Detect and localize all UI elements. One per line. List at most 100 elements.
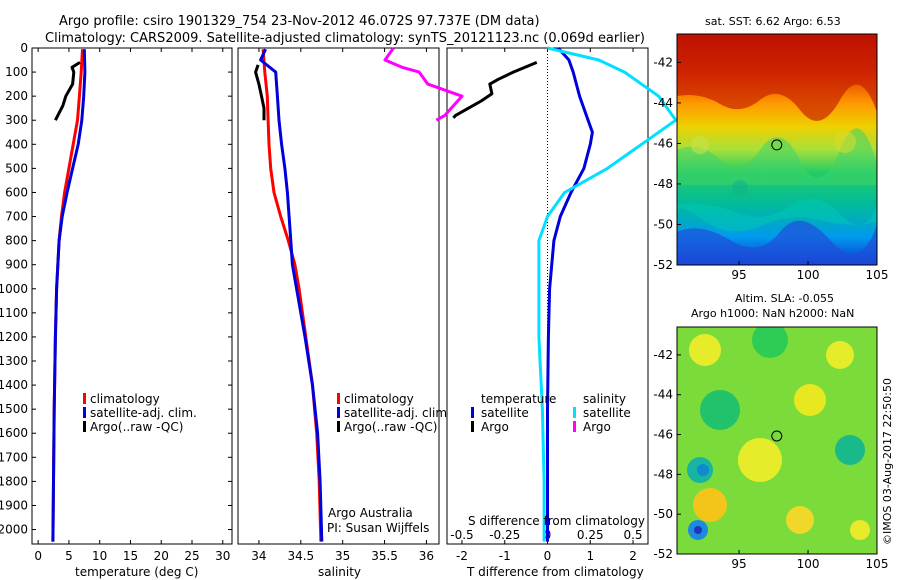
depth-tick-label: 300	[5, 113, 28, 127]
sst-map-tick-labels: 95 100 105 -42 -44 -46 -48 -50 -52	[653, 55, 888, 282]
depth-tick-label: 1500	[0, 402, 28, 416]
map-y-tick-label: -52	[653, 258, 673, 272]
map-x-tick-label: 100	[797, 268, 820, 282]
x-tick-label: 35	[335, 549, 350, 563]
sst-map-frame	[676, 33, 878, 266]
s-diff-tick-label: 0.5	[623, 528, 642, 542]
series-line-argo-raw-qc-	[254, 64, 266, 121]
difference-series	[383, 46, 678, 542]
legend-label-s-satellite: satellite	[583, 406, 631, 420]
legend-label-climatology: climatology	[90, 392, 160, 406]
temperature-tick-labels: 0 5 10 15 20 25 30	[34, 48, 230, 563]
depth-tick-label: 1600	[0, 426, 28, 440]
x-tick-label: 30	[215, 549, 230, 563]
figure-title-line1: Argo profile: csiro 1901329_754 23-Nov-2…	[59, 14, 540, 29]
map-x-tick-label: 95	[731, 557, 746, 571]
series-line-satellite-adj-clim-	[51, 49, 87, 542]
salinity-series	[254, 48, 324, 542]
x-tick-label: 34.5	[287, 549, 314, 563]
s-diff-tick-label: -0.5	[450, 528, 473, 542]
pi-annotation: PI: Susan Wijffels	[327, 521, 429, 535]
map-y-tick-label: -50	[653, 217, 673, 231]
map-y-tick-label: -42	[653, 55, 673, 69]
difference-tick-labels: -2 -1 0 1 2-0.5 -0.25 0 0.25 0.5	[450, 48, 643, 563]
legend-swatch-t-satellite	[471, 407, 474, 418]
legend-label-argo: Argo(..raw -QC)	[344, 420, 437, 434]
salinity-axes-frame	[237, 47, 440, 545]
map-y-tick-label: -42	[653, 348, 673, 362]
legend-swatch-satellite-adj	[83, 407, 86, 418]
sst-map-panel: sat. SST: 6.62 Argo: 6.53 95 100 105 -42 -44…	[653, 15, 888, 282]
difference-panel: -2 -1 0 1 2-0.5 -0.25 0 0.25 0.5 S difference fr…	[383, 46, 678, 579]
depth-tick-label: 1700	[0, 450, 28, 464]
depth-tick-label: 1000	[0, 282, 28, 296]
map-y-tick-label: -50	[653, 507, 673, 521]
s-diff-tick-label: 0.25	[577, 528, 604, 542]
operator-annotation: Argo Australia	[328, 506, 413, 520]
legend-label-satellite-adj: satellite-adj. clim.	[344, 406, 451, 420]
temperature-axes-frame	[31, 47, 233, 545]
series-line-argo-raw-qc-	[54, 61, 81, 121]
temperature-xlabel: temperature (deg C)	[75, 565, 198, 579]
legend-label-satellite-adj: satellite-adj. clim.	[90, 406, 197, 420]
figure-title-line2: Climatology: CARS2009. Satellite-adjuste…	[45, 31, 645, 46]
depth-tick-label: 600	[5, 185, 28, 199]
sla-map-panel: Altim. SLA: -0.055 Argo h1000: NaN h2000…	[653, 292, 888, 571]
map-y-tick-label: -52	[653, 547, 673, 561]
depth-tick-label: 1800	[0, 474, 28, 488]
x-tick-label: 20	[154, 549, 169, 563]
x-tick-label: 36	[419, 549, 434, 563]
x-tick-label: -2	[456, 549, 468, 563]
x-tick-label: 0	[544, 549, 552, 563]
map-x-tick-label: 100	[797, 557, 820, 571]
legend-swatch-climatology	[83, 393, 86, 404]
map-y-tick-label: -48	[653, 177, 673, 191]
legend-swatch-s-argo	[573, 421, 576, 432]
depth-tick-label: 0	[20, 41, 28, 55]
depth-tick-label: 200	[5, 89, 28, 103]
sla-map-title-line2: Argo h1000: NaN h2000: NaN	[691, 307, 854, 320]
x-tick-label: 15	[123, 549, 138, 563]
sla-colour-field	[677, 327, 877, 554]
x-tick-label: 25	[184, 549, 199, 563]
imos-credit: ©IMOS 03-Aug-2017 22:50:50	[881, 378, 894, 545]
map-x-tick-label: 105	[866, 557, 889, 571]
legend-label-s-argo: Argo	[583, 420, 611, 434]
argo-location-marker	[771, 430, 783, 442]
legend-swatch-argo	[337, 421, 340, 432]
series-line-salinity-satellite	[537, 46, 678, 542]
salinity-tick-labels: 34 34.5 35 35.5 36	[251, 48, 434, 563]
series-line-temperature-satellite	[546, 47, 594, 542]
x-tick-label: 5	[65, 549, 73, 563]
sla-map-title-line1: Altim. SLA: -0.055	[735, 292, 834, 305]
x-tick-label: 0	[34, 549, 42, 563]
salinity-legend: climatology satellite-adj. clim. Argo(..…	[337, 392, 451, 434]
sla-map-tick-labels: 95 100 105 -42 -44 -46 -48 -50 -52	[653, 348, 888, 571]
temperature-legend: climatology satellite-adj. clim. Argo(..…	[83, 392, 197, 434]
temperature-series	[51, 49, 87, 542]
x-tick-label: 2	[629, 549, 637, 563]
series-line-satellite-adj-clim-	[259, 48, 324, 542]
map-x-tick-label: 95	[731, 268, 746, 282]
series-line-temperature-argo	[452, 61, 538, 119]
legend-label-t-satellite: satellite	[481, 406, 529, 420]
legend-label-argo: Argo(..raw -QC)	[90, 420, 183, 434]
depth-tick-label: 900	[5, 258, 28, 272]
legend-swatch-satellite-adj	[337, 407, 340, 418]
map-y-tick-label: -44	[653, 388, 673, 402]
x-tick-label: 34	[251, 549, 266, 563]
legend-swatch-argo	[83, 421, 86, 432]
map-y-tick-label: -46	[653, 428, 673, 442]
depth-tick-label: 500	[5, 161, 28, 175]
legend-label-climatology: climatology	[344, 392, 414, 406]
x-tick-label: 10	[92, 549, 107, 563]
legend-title-temperature: temperature	[481, 392, 556, 406]
depth-tick-label: 1400	[0, 378, 28, 392]
salinity-xlabel: salinity	[318, 565, 361, 579]
legend-swatch-t-argo	[471, 421, 474, 432]
argo-location-marker	[771, 139, 783, 151]
depth-tick-label: 1100	[0, 306, 28, 320]
series-line-salinity-argo	[383, 47, 464, 122]
x-tick-label: 35.5	[371, 549, 398, 563]
